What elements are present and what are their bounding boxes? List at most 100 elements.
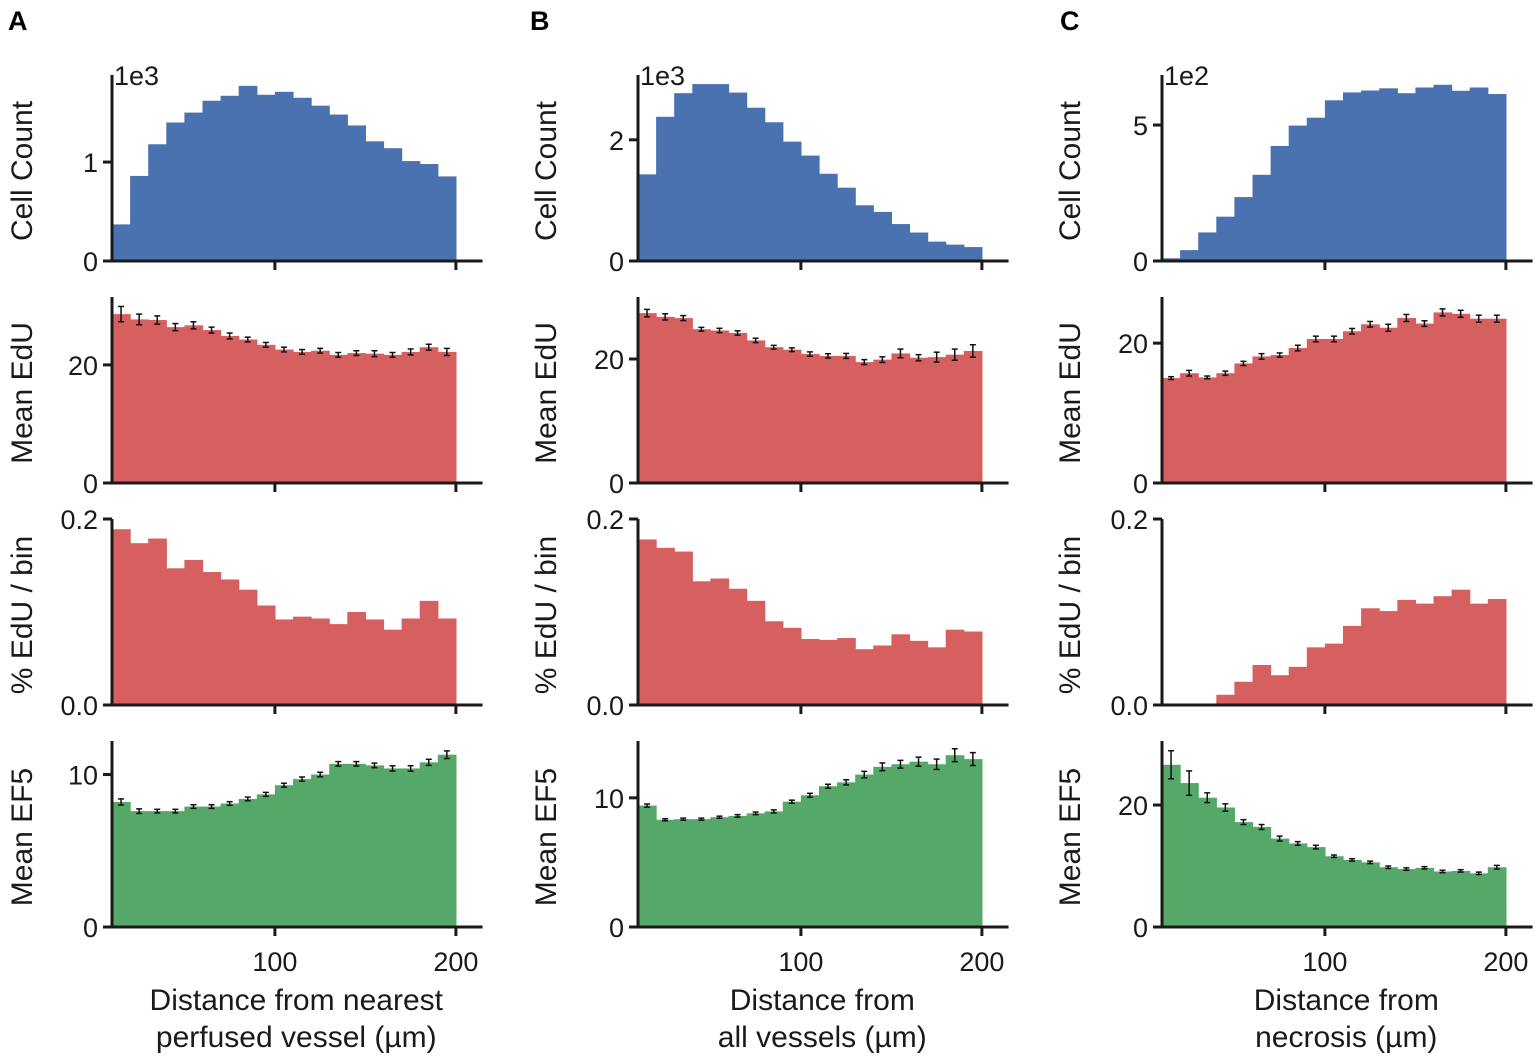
histogram-bar: [202, 330, 222, 483]
histogram-bar: [800, 155, 820, 261]
histogram-bar: [1415, 87, 1435, 261]
y-tick-label: 20: [594, 345, 624, 375]
histogram-bar: [638, 174, 657, 261]
histogram-bar: [855, 649, 874, 705]
histogram-bar: [1487, 318, 1507, 483]
histogram-bar: [1361, 862, 1380, 927]
panel-label: C: [1060, 6, 1080, 36]
y-tick-label: 20: [68, 351, 98, 381]
x-axis-label: Distance from nearest: [150, 984, 444, 1017]
histogram-bar: [1397, 869, 1416, 927]
histogram-bar: [963, 759, 983, 927]
histogram-bar: [674, 551, 693, 705]
histogram-bar: [347, 612, 366, 705]
histogram-bar: [728, 588, 748, 705]
histogram-bar: [1180, 250, 1199, 261]
histogram-bar: [347, 125, 366, 261]
histogram-bar: [166, 122, 185, 261]
y-axis-label: Mean EdU: [1054, 322, 1087, 464]
histogram-bar: [1306, 338, 1326, 483]
y-axis-label: Mean EdU: [530, 322, 563, 464]
histogram-bar: [311, 105, 330, 261]
histogram-bar: [311, 618, 330, 705]
histogram-bar: [184, 559, 204, 705]
histogram-bar: [746, 813, 766, 927]
histogram-bar: [1306, 647, 1326, 705]
histogram-bar: [656, 116, 675, 261]
histogram-bar: [1216, 807, 1235, 927]
histogram-bar: [764, 347, 784, 483]
histogram-bar: [873, 359, 892, 483]
histogram-bar: [1270, 145, 1290, 261]
histogram-bar: [873, 766, 892, 927]
histogram-bar: [238, 339, 258, 483]
axis-offset-label: 1e2: [1164, 61, 1209, 91]
histogram-bar: [256, 794, 276, 927]
y-tick-label: 0: [1133, 913, 1148, 943]
x-axis-label: Distance from: [1254, 984, 1439, 1017]
histogram-bar: [710, 817, 730, 927]
histogram-bar: [184, 325, 204, 483]
histogram-bar: [710, 578, 730, 705]
histogram-bar: [1397, 317, 1416, 483]
y-tick-label: 2: [609, 126, 624, 156]
histogram-bar: [1234, 197, 1254, 261]
y-axis-label: Mean EF5: [530, 768, 563, 906]
histogram-bar: [782, 627, 802, 705]
histogram-bar: [1198, 377, 1217, 483]
histogram-bar: [365, 141, 385, 261]
histogram-bar: [873, 645, 892, 705]
y-axis-label: % EdU / bin: [6, 536, 39, 694]
histogram-bar: [746, 600, 766, 705]
histogram-bar: [1433, 84, 1453, 261]
histogram-bar: [1451, 90, 1471, 261]
histogram-bar: [1433, 312, 1453, 483]
histogram-bar: [855, 205, 874, 261]
histogram-bar: [1252, 826, 1272, 927]
histogram-bar: [329, 114, 348, 262]
histogram-bar: [437, 176, 457, 261]
y-tick-label: 0.2: [60, 505, 98, 535]
histogram-bar: [1198, 797, 1217, 927]
histogram-bar: [800, 638, 820, 705]
histogram-bar: [383, 629, 403, 705]
histogram-bar: [293, 351, 312, 483]
histogram-bar: [927, 241, 947, 261]
histogram-bar: [130, 319, 149, 483]
histogram-bar: [274, 619, 294, 705]
histogram-bar: [1252, 356, 1272, 483]
histogram-bar: [963, 350, 983, 483]
y-tick-label: 0: [609, 913, 624, 943]
panel-label: B: [530, 6, 550, 36]
histogram-bar: [238, 85, 258, 261]
histogram-bar: [909, 761, 929, 927]
histogram-bar: [1270, 838, 1290, 927]
histogram-bar: [419, 762, 439, 927]
histogram-bar: [873, 211, 892, 261]
y-axis-label: Mean EF5: [6, 768, 39, 906]
histogram-bar: [1324, 100, 1344, 261]
histogram-bar: [365, 353, 385, 483]
y-tick-label: 20: [1118, 791, 1148, 821]
histogram-bar: [1324, 643, 1344, 705]
histogram-bar: [1433, 871, 1453, 927]
histogram-bar: [927, 357, 947, 483]
histogram-bar: [692, 84, 711, 261]
y-tick-label: 0.2: [1110, 505, 1148, 535]
y-tick-label: 10: [594, 784, 624, 814]
y-tick-label: 1: [83, 148, 98, 178]
x-axis-label: Distance from: [730, 984, 915, 1017]
histogram-bar: [1252, 665, 1272, 705]
panel-label: A: [8, 6, 28, 36]
histogram-bar: [274, 349, 294, 483]
histogram-bar: [837, 782, 856, 927]
y-tick-label: 0: [609, 469, 624, 499]
histogram-bar: [1234, 681, 1254, 705]
histogram-bar: [1198, 232, 1217, 261]
histogram-bar: [728, 815, 748, 927]
y-tick-label: 0.0: [586, 691, 624, 721]
histogram-bar: [112, 801, 131, 927]
histogram-bar: [1234, 822, 1254, 927]
histogram-bar: [1324, 856, 1344, 927]
histogram-bar: [274, 785, 294, 927]
